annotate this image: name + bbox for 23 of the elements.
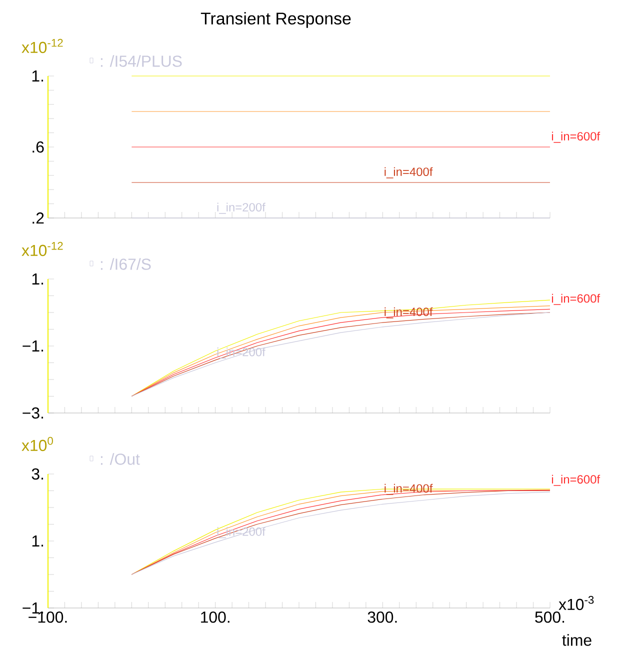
x-tick-label: 100. <box>201 612 230 623</box>
y-axis-title: x10$^{-12}$ <box>22 38 63 54</box>
x-tick-label: −100. <box>28 612 67 623</box>
x-tick-label: 500. <box>535 612 564 623</box>
text: x10$^{-3}$ <box>558 596 594 610</box>
x-axis-title: time <box>562 634 592 646</box>
y-tick-label: 1. <box>32 274 44 284</box>
chart-title: Transient Response <box>200 12 351 28</box>
y-tick-label: −3. <box>22 407 44 419</box>
y-axis-title: x10$^{-12}$ <box>22 242 63 256</box>
series-label: i_in=600f <box>552 132 600 143</box>
y-tick-label: 3. <box>32 468 44 480</box>
y-tick-label: .6 <box>32 141 44 153</box>
y-axis-title: x10$^{0}$ <box>22 436 53 452</box>
y-tick-label: .2 <box>32 212 44 224</box>
y-tick-label: −1. <box>22 340 44 352</box>
x-tick-label: 300. <box>368 612 397 623</box>
y-tick-label: 1. <box>32 70 44 82</box>
series-label: i_in=600f <box>552 474 600 486</box>
series-label: i_in=400f <box>384 167 433 178</box>
y-tick-label: 1. <box>32 536 44 546</box>
y-tick-label: −1. <box>22 602 44 614</box>
series-label: i_in=600f <box>552 294 600 305</box>
